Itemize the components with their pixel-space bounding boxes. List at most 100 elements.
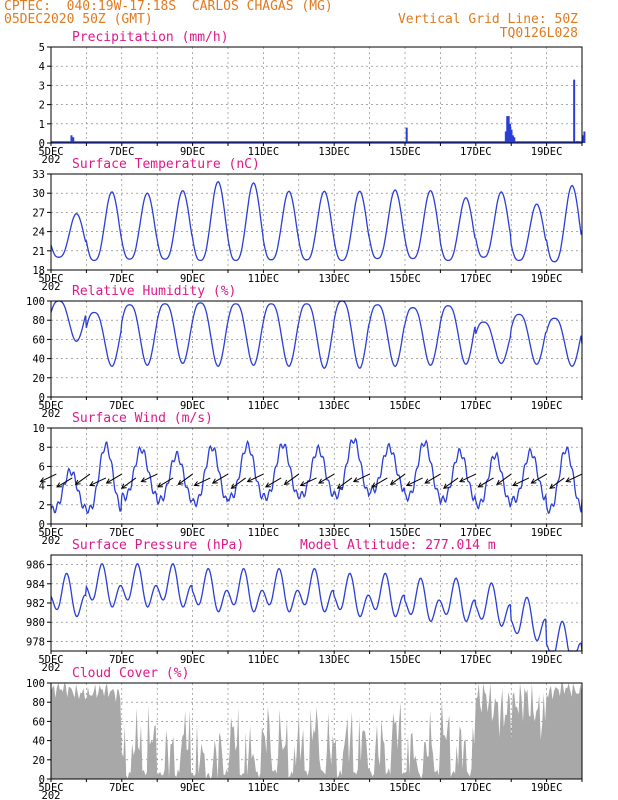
cloud-xtick-label: 17DEC <box>460 782 492 794</box>
wind-arrow <box>141 473 158 483</box>
humidity-line <box>50 300 583 369</box>
wind-arrow <box>231 477 246 489</box>
pressure-ytick-label: 978 <box>26 636 45 648</box>
wind-arrow <box>337 477 353 489</box>
precip-xtick-label: 9DEC <box>180 146 205 158</box>
temperature-ytick-label: 27 <box>32 207 45 219</box>
cloud-xtick-label: 15DEC <box>389 782 421 794</box>
wind-arrow <box>75 473 91 485</box>
wind-arrow-head <box>424 478 431 484</box>
pressure-year-suffix: 202 <box>42 662 61 674</box>
wind-arrow <box>424 473 441 484</box>
cloud-panel: Cloud Cover (%) 0 20 40 60 80 100 5DEC 7DEC 9DEC 1… <box>26 666 583 800</box>
wind-arrow <box>496 473 512 485</box>
precip-bar <box>583 131 586 143</box>
pressure-xtick-label: 15DEC <box>389 654 421 666</box>
wind-arrow <box>353 473 370 483</box>
wind-arrow <box>89 477 107 486</box>
wind-arrow-head <box>549 483 556 489</box>
wind-arrow <box>318 473 335 484</box>
pressure-ytick-label: 984 <box>26 579 45 591</box>
cloud-area <box>51 683 582 779</box>
pressure-xtick-label: 17DEC <box>460 654 492 666</box>
pressure-xtick-label: 9DEC <box>180 654 205 666</box>
precip-ytick-label: 5 <box>39 42 45 54</box>
temperature-xtick-label: 15DEC <box>389 273 421 285</box>
precip-panel: Precipitation (mm/h) 0 1 2 3 4 5 5DEC 7DEC 9DEC 11… <box>38 30 586 166</box>
precip-xtick-label: 11DEC <box>248 146 280 158</box>
precip-year-suffix: 202 <box>42 154 61 166</box>
cloud-xtick-label: 13DEC <box>318 782 350 794</box>
precip-ytick-label: 4 <box>39 61 45 73</box>
precip-frame <box>50 46 583 144</box>
precip-xtick-label: 7DEC <box>109 146 134 158</box>
humidity-xtick-label: 11DEC <box>248 400 280 412</box>
pressure-xtick-label: 7DEC <box>109 654 134 666</box>
wind-arrow <box>106 473 123 484</box>
wind-arrow-head <box>89 481 96 487</box>
humidity-xtick-label: 19DEC <box>531 400 563 412</box>
precip-xtick-label: 13DEC <box>318 146 350 158</box>
wind-arrow <box>247 473 264 483</box>
pressure-title: Surface Pressure (hPa) <box>72 538 244 553</box>
precip-bar <box>504 131 507 143</box>
temperature-ytick-label: 30 <box>32 188 45 200</box>
header-code: TQ0126L028 <box>499 26 578 41</box>
humidity-title: Relative Humidity (%) <box>72 284 236 299</box>
wind-xtick-label: 17DEC <box>460 527 492 539</box>
precip-bar <box>576 141 579 143</box>
humidity-xtick-label: 17DEC <box>460 400 492 412</box>
humidity-ytick-label: 60 <box>32 334 45 346</box>
wind-arrow <box>157 477 174 488</box>
precip-xtick-label: 17DEC <box>460 146 492 158</box>
wind-arrow-head <box>177 479 184 486</box>
precip-xtick-label: 19DEC <box>531 146 563 158</box>
cloud-title: Cloud Cover (%) <box>72 666 189 681</box>
wind-ytick-label: 2 <box>39 500 45 512</box>
cloud-xtick-label: 19DEC <box>531 782 563 794</box>
wind-arrow <box>56 477 73 488</box>
wind-arrow-head <box>512 481 519 487</box>
header-grid-note: Vertical Grid Line: 50Z <box>397 12 578 27</box>
precip-ytick-label: 1 <box>39 119 45 131</box>
temperature-ytick-label: 18 <box>32 265 45 277</box>
wind-arrow <box>212 473 229 484</box>
temperature-title: Surface Temperature (nC) <box>72 157 260 172</box>
wind-arrow-head <box>443 483 449 489</box>
temperature-year-suffix: 202 <box>42 281 61 293</box>
wind-arrow-head <box>56 482 63 488</box>
temperature-frame <box>50 173 583 271</box>
temperature-ytick-label: 33 <box>32 169 45 181</box>
precip-bar <box>405 127 408 143</box>
precip-bar <box>70 135 73 143</box>
humidity-ytick-label: 0 <box>39 392 45 404</box>
wind-ytick-label: 4 <box>39 481 45 493</box>
wind-arrow-head <box>246 477 253 483</box>
wind-arrow <box>194 477 211 486</box>
wind-xtick-label: 15DEC <box>389 527 421 539</box>
humidity-panel: Relative Humidity (%) 0 20 40 60 80 100 5DEC 7DE… <box>26 284 583 420</box>
temperature-xtick-label: 7DEC <box>109 273 134 285</box>
wind-arrow-head <box>140 477 147 483</box>
wind-arrow-head <box>389 479 396 486</box>
temperature-xtick-label: 9DEC <box>180 273 205 285</box>
pressure-xtick-label: 19DEC <box>531 654 563 666</box>
wind-arrow-head <box>459 477 466 483</box>
precip-ytick-label: 2 <box>39 100 45 112</box>
wind-panel: Surface Wind (m/s) 0 2 4 6 8 10 5DEC 7DEC 9DEC 11D… <box>32 411 583 547</box>
temperature-ytick-label: 21 <box>32 246 45 258</box>
humidity-xtick-label: 7DEC <box>109 400 134 412</box>
humidity-ytick-label: 40 <box>32 354 45 366</box>
cloud-xtick-label: 7DEC <box>109 782 134 794</box>
humidity-ytick-label: 20 <box>32 373 45 385</box>
humidity-year-suffix: 202 <box>42 408 61 420</box>
cloud-frame <box>50 682 583 780</box>
wind-arrow <box>390 473 406 485</box>
wind-arrow <box>40 473 57 483</box>
wind-arrow-head <box>105 478 112 484</box>
pressure-xtick-label: 5DEC <box>38 654 63 666</box>
header-station: CPTEC: 040:19W-17:18S CARLOS CHAGAS (MG) <box>4 0 333 14</box>
precip-bar <box>573 79 576 143</box>
wind-arrow-head <box>230 483 237 489</box>
temperature-xtick-label: 13DEC <box>318 273 350 285</box>
